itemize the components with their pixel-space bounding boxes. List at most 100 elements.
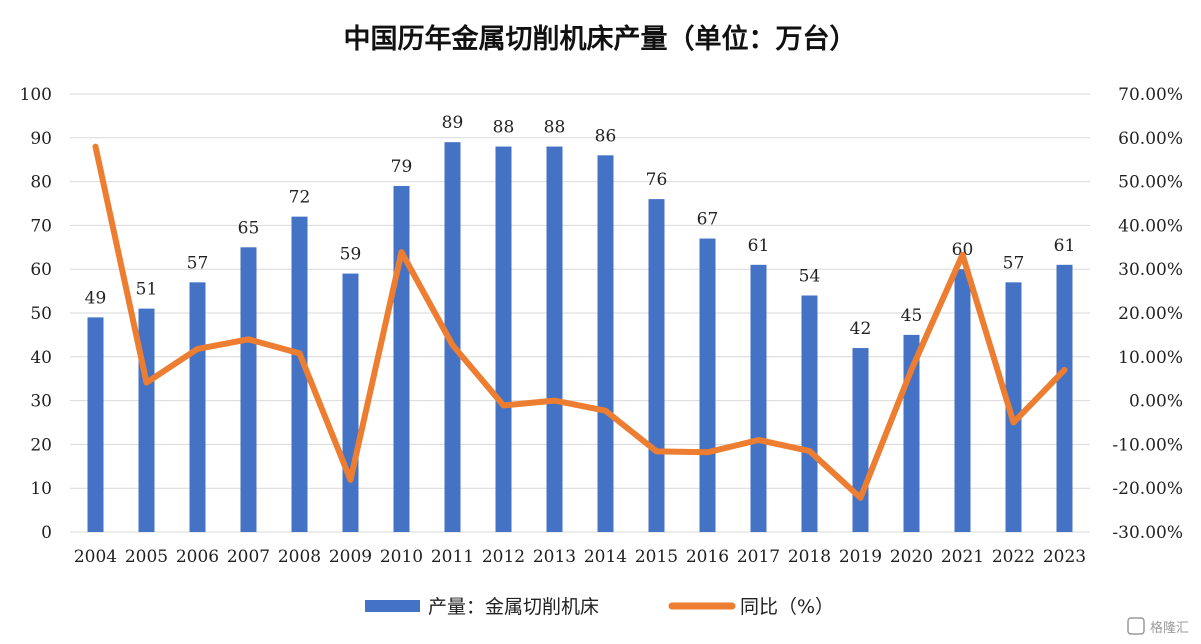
x-tick-label: 2007 [227, 547, 270, 567]
bar-label-2012: 88 [493, 118, 515, 138]
bar-label-2011: 89 [442, 113, 464, 133]
x-tick-label: 2008 [278, 547, 321, 567]
bar-label-2018: 54 [799, 266, 821, 286]
right-axis-ticks: -30.00% -20.00% -10.00% 0.00% 10.00% 20.00% 30… [1112, 85, 1183, 543]
bar-label-2021: 60 [952, 240, 974, 260]
bar-data-labels: 49 51 57 65 72 59 79 89 88 88 86 76 67 61 54 42 45 60 57 61 [85, 113, 1076, 339]
yoy-point-2008 [299, 352, 300, 354]
yoy-point-2015 [656, 450, 657, 452]
legend-swatch-bar [365, 600, 420, 612]
left-tick-label: 20 [30, 435, 52, 455]
yoy-point-2014 [605, 410, 606, 412]
bar-label-2023: 61 [1054, 236, 1076, 256]
bar-label-2008: 72 [289, 188, 311, 208]
bar-2006 [189, 282, 206, 532]
x-tick-label: 2020 [890, 547, 933, 567]
right-tick-label: 60.00% [1118, 129, 1183, 149]
x-tick-label: 2014 [584, 547, 627, 567]
right-tick-label: 0.00% [1129, 392, 1183, 412]
chart-title: 中国历年金属切削机床产量（单位：万台） [344, 23, 857, 55]
x-tick-label: 2004 [74, 547, 117, 567]
watermark-text: 格隆汇 [1150, 620, 1189, 636]
bar-2021 [954, 269, 971, 532]
bar-2009 [342, 273, 359, 532]
left-tick-label: 80 [30, 173, 52, 193]
bar-2014 [597, 155, 614, 532]
bar-2015 [648, 199, 665, 532]
watermark-logo-icon [1127, 617, 1145, 635]
bar-label-2019: 42 [850, 319, 872, 339]
yoy-point-2022 [1013, 422, 1014, 423]
x-tick-label: 2006 [176, 547, 219, 567]
yoy-point-2023 [1064, 369, 1065, 371]
bar-label-2010: 79 [391, 157, 413, 177]
left-tick-label: 30 [30, 392, 52, 412]
legend-label-line: 同比（%） [740, 596, 834, 618]
yoy-point-2004 [95, 146, 96, 148]
bar-2018 [801, 295, 818, 532]
left-axis-ticks: 0 10 20 30 40 50 60 70 80 90 100 [20, 85, 52, 543]
x-tick-label: 2011 [431, 547, 474, 567]
bar-label-2004: 49 [85, 288, 107, 308]
yoy-point-2009 [350, 479, 351, 481]
left-tick-label: 60 [30, 260, 52, 280]
right-tick-label: -20.00% [1112, 479, 1183, 499]
bar-label-2006: 57 [187, 253, 209, 273]
left-tick-label: 50 [30, 304, 52, 324]
yoy-point-2010 [401, 251, 402, 253]
right-tick-label: -30.00% [1112, 523, 1183, 543]
bar-label-2013: 88 [544, 118, 566, 138]
bar-2016 [699, 238, 716, 533]
legend-label-bar: 产量：金属切削机床 [428, 596, 599, 618]
x-tick-label: 2012 [482, 547, 525, 567]
right-tick-label: 40.00% [1118, 216, 1183, 236]
bar-2023 [1056, 264, 1073, 532]
x-tick-label: 2019 [839, 547, 882, 567]
bar-2008 [291, 216, 308, 532]
bar-2005 [138, 308, 155, 532]
legend: 产量：金属切削机床 同比（%） [365, 596, 834, 618]
left-tick-label: 100 [20, 85, 52, 105]
x-tick-label: 2021 [941, 547, 984, 567]
bar-2012 [495, 146, 512, 532]
right-tick-label: 20.00% [1118, 304, 1183, 324]
left-tick-label: 0 [41, 523, 52, 543]
bar-label-2017: 61 [748, 236, 770, 256]
yoy-point-2011 [452, 344, 453, 346]
right-tick-label: 30.00% [1118, 260, 1183, 280]
bar-label-2022: 57 [1003, 253, 1025, 273]
bar-series [87, 142, 1073, 533]
x-tick-label: 2023 [1043, 547, 1086, 567]
gridlines [70, 93, 1090, 533]
bar-2017 [750, 264, 767, 532]
yoy-point-2021 [962, 254, 963, 256]
bar-2019 [852, 348, 869, 532]
x-tick-label: 2022 [992, 547, 1035, 567]
yoy-point-2020 [911, 369, 912, 371]
x-tick-label: 2016 [686, 547, 729, 567]
right-tick-label: 50.00% [1118, 173, 1183, 193]
right-tick-label: 10.00% [1118, 348, 1183, 368]
bar-2013 [546, 146, 563, 532]
yoy-point-2013 [554, 400, 555, 402]
left-tick-label: 70 [30, 216, 52, 236]
watermark: 格隆汇 [1127, 617, 1189, 636]
bar-label-2015: 76 [646, 170, 668, 190]
x-tick-label: 2005 [125, 547, 168, 567]
x-tick-label: 2013 [533, 547, 576, 567]
bar-label-2014: 86 [595, 126, 617, 146]
x-tick-label: 2010 [380, 547, 423, 567]
x-tick-label: 2018 [788, 547, 831, 567]
bar-2007 [240, 247, 257, 533]
yoy-point-2016 [707, 451, 708, 453]
right-tick-label: 70.00% [1118, 85, 1183, 105]
x-tick-label: 2015 [635, 547, 678, 567]
x-axis-ticks: 2004 2005 2006 2007 2008 2009 2010 2011 2012 2013… [74, 547, 1086, 567]
yoy-point-2018 [809, 450, 810, 452]
bar-2022 [1005, 282, 1022, 532]
right-tick-label: -10.00% [1112, 435, 1183, 455]
bar-label-2007: 65 [238, 218, 260, 238]
bar-label-2005: 51 [136, 280, 158, 300]
x-tick-label: 2017 [737, 547, 780, 567]
